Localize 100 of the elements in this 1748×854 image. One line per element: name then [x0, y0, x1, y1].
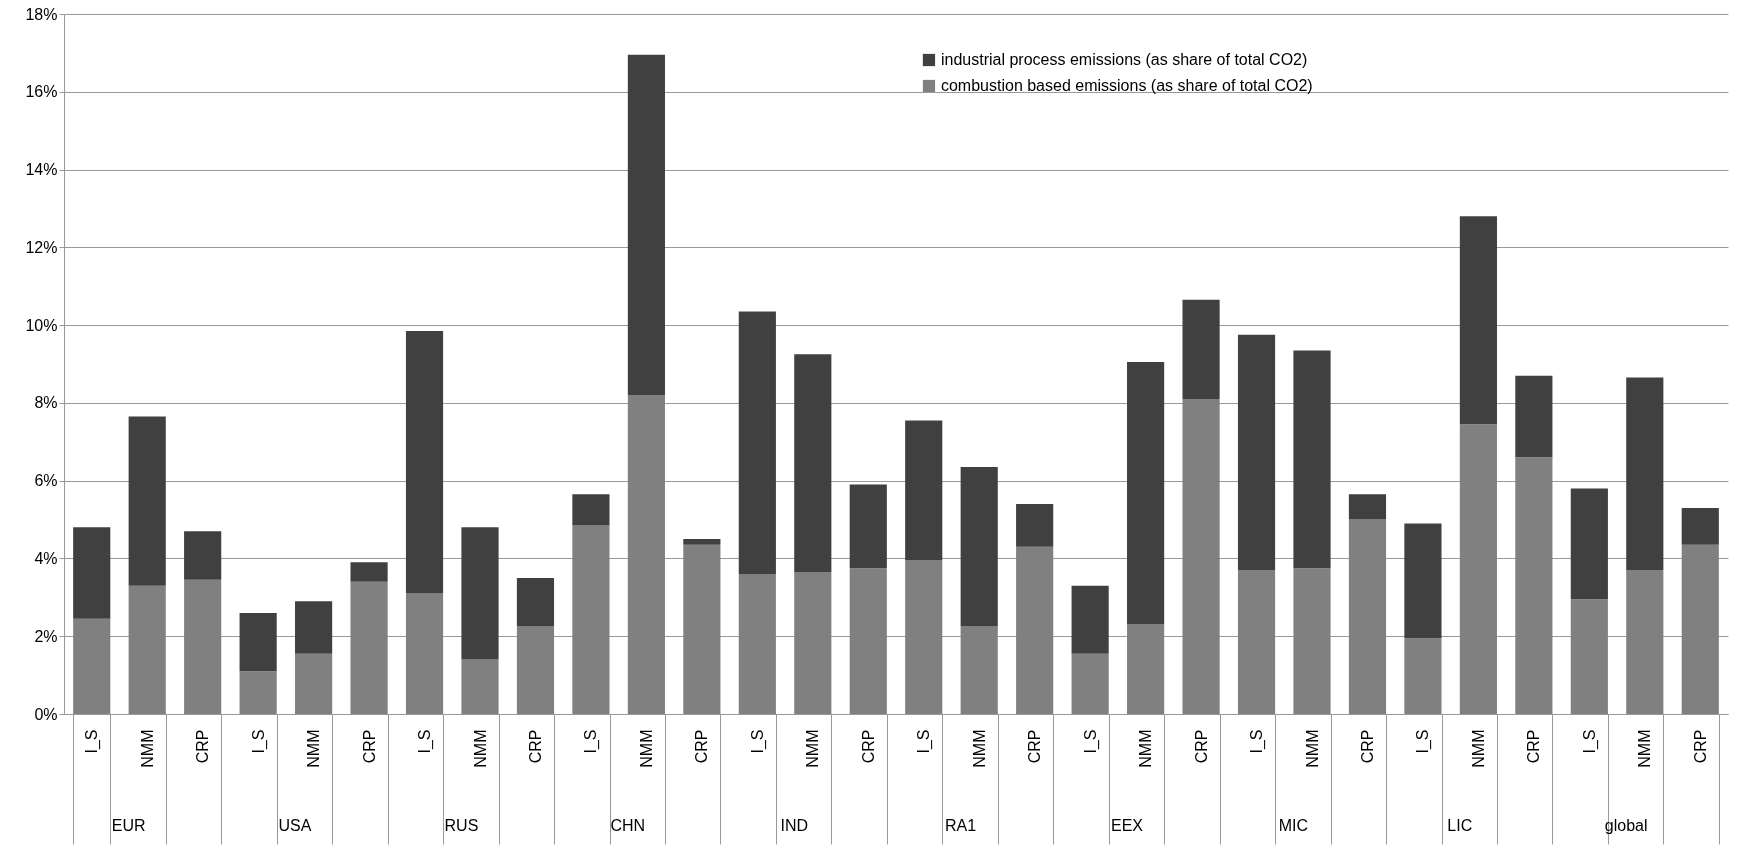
- x-tick-label: NMM: [1469, 729, 1487, 768]
- bar: [1515, 375, 1553, 458]
- bar: [627, 54, 665, 396]
- bar: [350, 562, 388, 582]
- bar: [627, 395, 665, 714]
- x-tick-label: NMM: [1303, 729, 1321, 768]
- bar: [1293, 568, 1331, 714]
- x-tick-label: NMM: [637, 729, 655, 768]
- bar: [461, 527, 499, 660]
- bar: [184, 579, 222, 714]
- bar: [1681, 544, 1719, 714]
- x-tick-label: I_S: [1580, 729, 1599, 754]
- bar: [1016, 504, 1054, 547]
- bar: [1570, 488, 1608, 600]
- bar: [1071, 585, 1109, 654]
- bar: [572, 494, 610, 526]
- bar: [239, 671, 277, 714]
- x-tick-label: NMM: [804, 729, 822, 768]
- x-tick-label: CRP: [526, 729, 544, 764]
- bar: [1293, 350, 1331, 569]
- x-tick-label: I_S: [915, 729, 934, 754]
- x-tick-label: I_S: [416, 729, 435, 754]
- text: RUS: [444, 817, 479, 834]
- y-tick-label: 14%: [25, 161, 58, 179]
- bar: [849, 568, 887, 714]
- bar: [73, 527, 111, 619]
- bar: [1404, 638, 1442, 714]
- text: EEX: [1111, 817, 1144, 834]
- x-tick-label: NMM: [471, 729, 489, 768]
- bar: [461, 659, 499, 714]
- x-tick-label: CRP: [1026, 729, 1044, 764]
- bar: [1681, 507, 1719, 545]
- x-tick-label: NMM: [970, 729, 988, 768]
- bar: [1459, 216, 1497, 425]
- bar: [73, 618, 111, 714]
- bar: [738, 574, 776, 714]
- legend-label: industrial process emissions (as share of total CO2): [940, 51, 1308, 68]
- bar: [1182, 399, 1220, 714]
- bar: [1016, 546, 1054, 714]
- text: CHN: [610, 817, 646, 834]
- text: MIC: [1278, 817, 1309, 834]
- text: RA1: [945, 817, 977, 834]
- y-tick-label: 18%: [25, 5, 58, 23]
- bar: [239, 612, 277, 672]
- x-tick-label: CRP: [859, 729, 877, 764]
- text: global: [1604, 817, 1648, 834]
- x-tick-label: NMM: [305, 729, 323, 768]
- y-tick-label: 16%: [25, 83, 58, 101]
- y-tick-label: 0%: [34, 705, 58, 723]
- x-tick-label: I_S: [1081, 729, 1100, 754]
- bar: [1459, 424, 1497, 714]
- bar: [405, 330, 444, 594]
- bar: [128, 416, 166, 586]
- y-tick-label: 4%: [34, 549, 58, 567]
- bar: [683, 544, 721, 714]
- bar: [1348, 519, 1387, 714]
- text: USA: [278, 817, 312, 834]
- y-tick-label: 10%: [25, 316, 58, 334]
- text: IND: [780, 817, 808, 834]
- bar: [128, 585, 166, 714]
- bar: [1626, 377, 1664, 571]
- bar: [960, 626, 998, 714]
- bar: [905, 420, 943, 561]
- bar: [405, 593, 444, 714]
- bar: [1071, 653, 1109, 714]
- bar: [794, 354, 832, 573]
- x-tick-label: I_S: [748, 729, 767, 754]
- bar: [572, 525, 610, 714]
- bar: [350, 581, 388, 714]
- y-tick-label: 8%: [34, 394, 58, 412]
- bar: [295, 653, 333, 714]
- bar: [794, 572, 832, 714]
- x-tick-label: CRP: [1192, 729, 1210, 764]
- bar: [1515, 457, 1553, 714]
- y-tick-label: 12%: [25, 238, 58, 256]
- bar: [1626, 570, 1664, 714]
- bar: [1570, 599, 1608, 714]
- bar: [1127, 362, 1165, 625]
- bar: [683, 539, 721, 545]
- y-tick-label: 6%: [34, 472, 58, 490]
- bar: [1237, 570, 1276, 714]
- x-tick-label: CRP: [1525, 729, 1543, 764]
- x-tick-label: CRP: [1691, 729, 1709, 764]
- bar: [738, 311, 776, 574]
- text: EUR: [111, 817, 146, 834]
- x-tick-label: CRP: [194, 729, 212, 764]
- y-tick-label: 2%: [34, 627, 58, 645]
- bar: [1127, 624, 1165, 714]
- bar: [1404, 523, 1442, 639]
- bar: [1182, 299, 1220, 399]
- bar: [905, 560, 943, 714]
- bar: [516, 626, 555, 714]
- legend-label: combustion based emissions (as share of total CO2): [940, 77, 1313, 94]
- bar: [1348, 494, 1387, 520]
- x-tick-label: NMM: [1137, 729, 1155, 768]
- x-tick-label: I_S: [1414, 729, 1433, 754]
- x-tick-label: I_S: [582, 729, 601, 754]
- x-tick-label: NMM: [1636, 729, 1654, 768]
- bar: [1237, 334, 1276, 571]
- x-tick-label: I_S: [249, 729, 268, 754]
